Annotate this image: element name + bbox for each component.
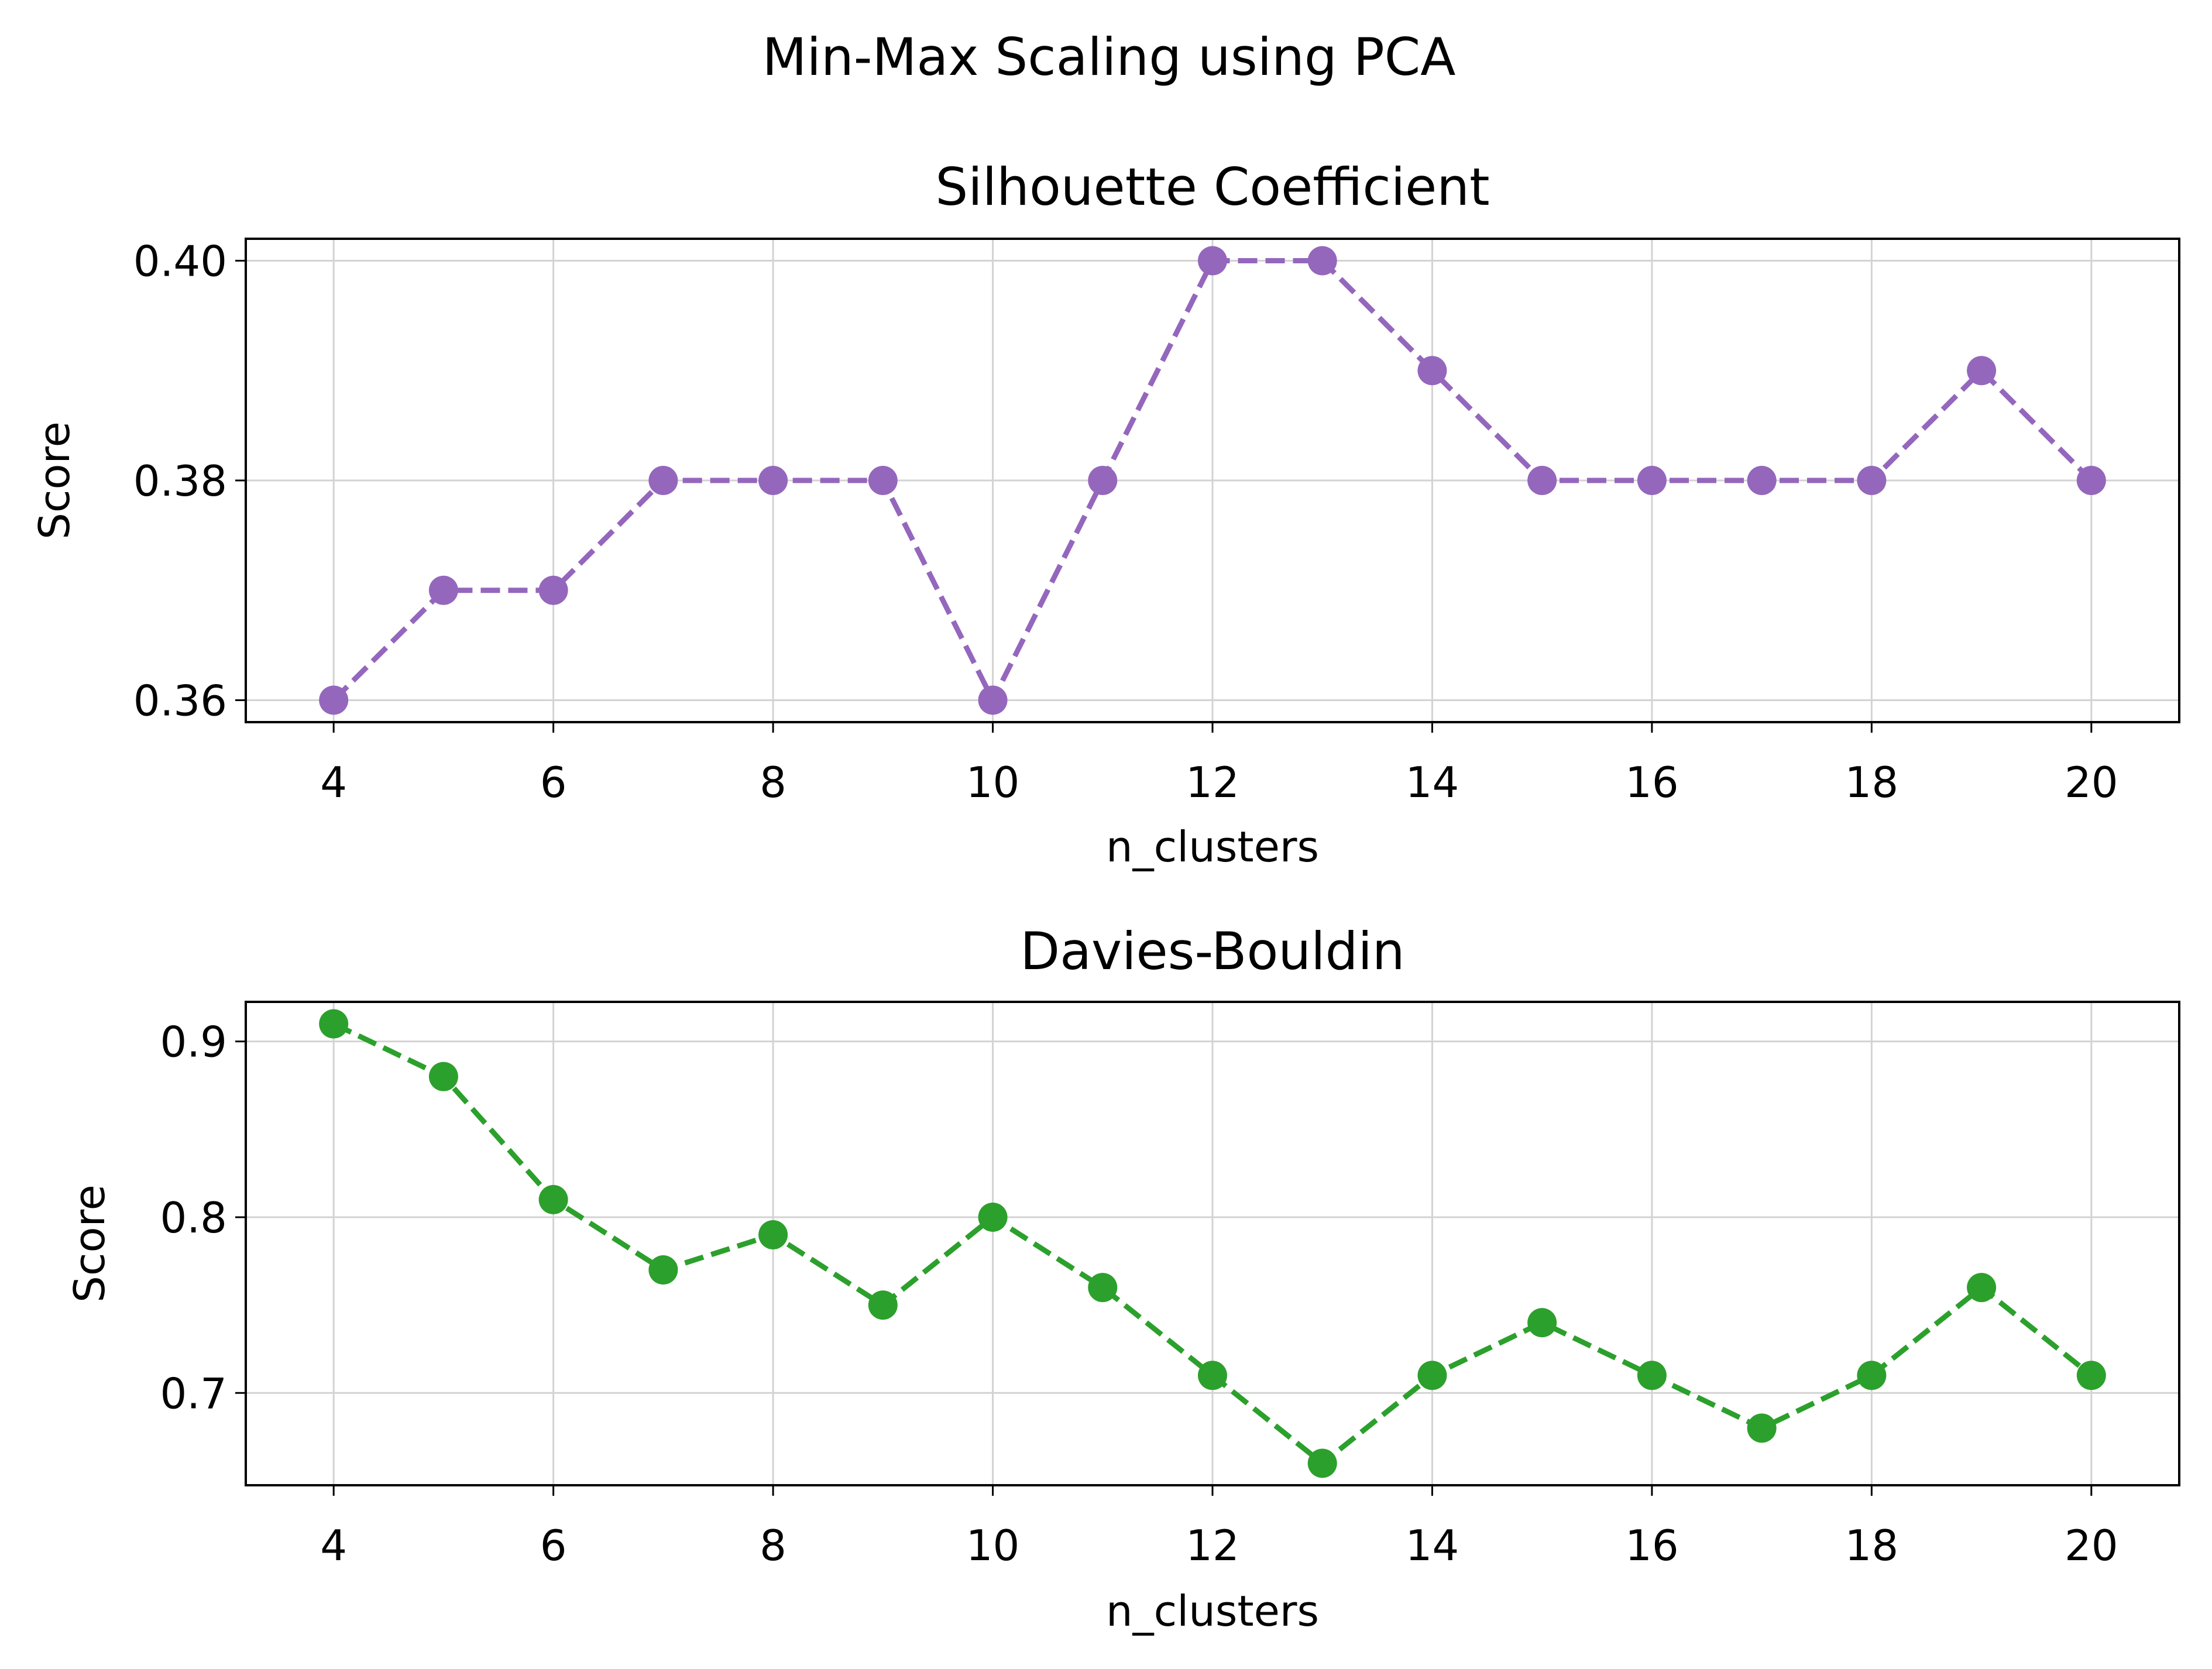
- silhouette-x-tick-label: 4: [320, 758, 347, 807]
- davies-bouldin-x-tick-label: 20: [2065, 1521, 2118, 1570]
- silhouette-x-tick-label: 8: [760, 758, 786, 807]
- davies-bouldin-y-tick-label: 0.9: [160, 1018, 227, 1067]
- silhouette-data-point: [1088, 466, 1118, 495]
- silhouette-data-point: [1747, 466, 1777, 495]
- silhouette-axes-frame: [245, 238, 2180, 723]
- silhouette-data-point: [428, 575, 458, 605]
- silhouette-data-point: [319, 685, 349, 715]
- davies-bouldin-data-point: [868, 1290, 898, 1320]
- davies-bouldin-x-tick-label: 18: [1845, 1521, 1899, 1570]
- davies-bouldin-x-axis-label: n_clusters: [1106, 1586, 1319, 1636]
- silhouette-panel: 4 6 8 10 12 14 16 18 20 0.36 0.38 0.40 Silhouette Co…: [30, 157, 2180, 871]
- davies-bouldin-data-point: [1198, 1361, 1227, 1390]
- silhouette-data-point: [1527, 466, 1557, 495]
- silhouette-data-point: [1637, 466, 1667, 495]
- davies-bouldin-y-axis-label: Score: [65, 1184, 114, 1303]
- silhouette-y-tick-label: 0.38: [133, 456, 227, 506]
- davies-bouldin-data-point: [1967, 1273, 1997, 1303]
- silhouette-data-point: [2076, 466, 2106, 495]
- silhouette-x-tick-label: 18: [1845, 758, 1899, 807]
- davies-bouldin-data-point: [1417, 1361, 1447, 1390]
- silhouette-data-point: [1417, 356, 1447, 386]
- davies-bouldin-x-tick-label: 8: [760, 1521, 786, 1570]
- davies-bouldin-data-point: [1857, 1361, 1887, 1390]
- figure-title: Min-Max Scaling using PCA: [762, 27, 1456, 87]
- davies-bouldin-y-tick-label: 0.7: [160, 1369, 227, 1418]
- davies-bouldin-data-point: [319, 1009, 349, 1039]
- silhouette-data-point: [1857, 466, 1887, 495]
- davies-bouldin-data-point: [2076, 1361, 2106, 1390]
- silhouette-x-tick-label: 12: [1186, 758, 1239, 807]
- silhouette-y-tick-label: 0.36: [133, 676, 227, 725]
- davies-bouldin-title: Davies-Bouldin: [1020, 921, 1404, 981]
- davies-bouldin-data-point: [648, 1255, 678, 1285]
- silhouette-x-axis-label: n_clusters: [1106, 822, 1319, 871]
- davies-bouldin-x-tick-label: 10: [966, 1521, 1020, 1570]
- silhouette-x-tick-label: 6: [540, 758, 567, 807]
- silhouette-y-tick-label: 0.40: [133, 237, 227, 286]
- silhouette-data-point: [978, 685, 1008, 715]
- silhouette-data-point: [1198, 246, 1227, 276]
- davies-bouldin-data-point: [1307, 1448, 1337, 1478]
- silhouette-data-point: [868, 466, 898, 495]
- davies-bouldin-data-point: [1747, 1413, 1777, 1443]
- silhouette-title: Silhouette Coefficient: [935, 157, 1489, 217]
- davies-bouldin-panel: 4 6 8 10 12 14 16 18 20 0.7 0.8 0.9 Davies-Bouldin n_…: [65, 921, 2180, 1636]
- davies-bouldin-y-tick-label: 0.8: [160, 1193, 227, 1242]
- silhouette-data-point: [758, 466, 788, 495]
- davies-bouldin-x-tick-label: 12: [1186, 1521, 1239, 1570]
- silhouette-data-point: [1967, 356, 1997, 386]
- davies-bouldin-x-tick-label: 16: [1625, 1521, 1679, 1570]
- davies-bouldin-data-point: [428, 1062, 458, 1091]
- davies-bouldin-x-tick-label: 6: [540, 1521, 567, 1570]
- davies-bouldin-x-tick-label: 4: [320, 1521, 347, 1570]
- silhouette-x-tick-label: 10: [966, 758, 1020, 807]
- silhouette-data-point: [538, 575, 568, 605]
- silhouette-y-axis-label: Score: [30, 421, 79, 540]
- davies-bouldin-data-point: [1637, 1361, 1667, 1390]
- davies-bouldin-data-point: [1088, 1273, 1118, 1303]
- silhouette-x-tick-label: 20: [2065, 758, 2118, 807]
- silhouette-x-tick-label: 16: [1625, 758, 1679, 807]
- davies-bouldin-data-point: [758, 1220, 788, 1249]
- davies-bouldin-axes-frame: [245, 1001, 2180, 1486]
- davies-bouldin-data-point: [978, 1202, 1008, 1232]
- davies-bouldin-data-point: [1527, 1308, 1557, 1338]
- silhouette-data-point: [648, 466, 678, 495]
- silhouette-data-point: [1307, 246, 1337, 276]
- silhouette-x-tick-label: 14: [1406, 758, 1459, 807]
- davies-bouldin-data-point: [538, 1184, 568, 1214]
- davies-bouldin-x-tick-label: 14: [1406, 1521, 1459, 1570]
